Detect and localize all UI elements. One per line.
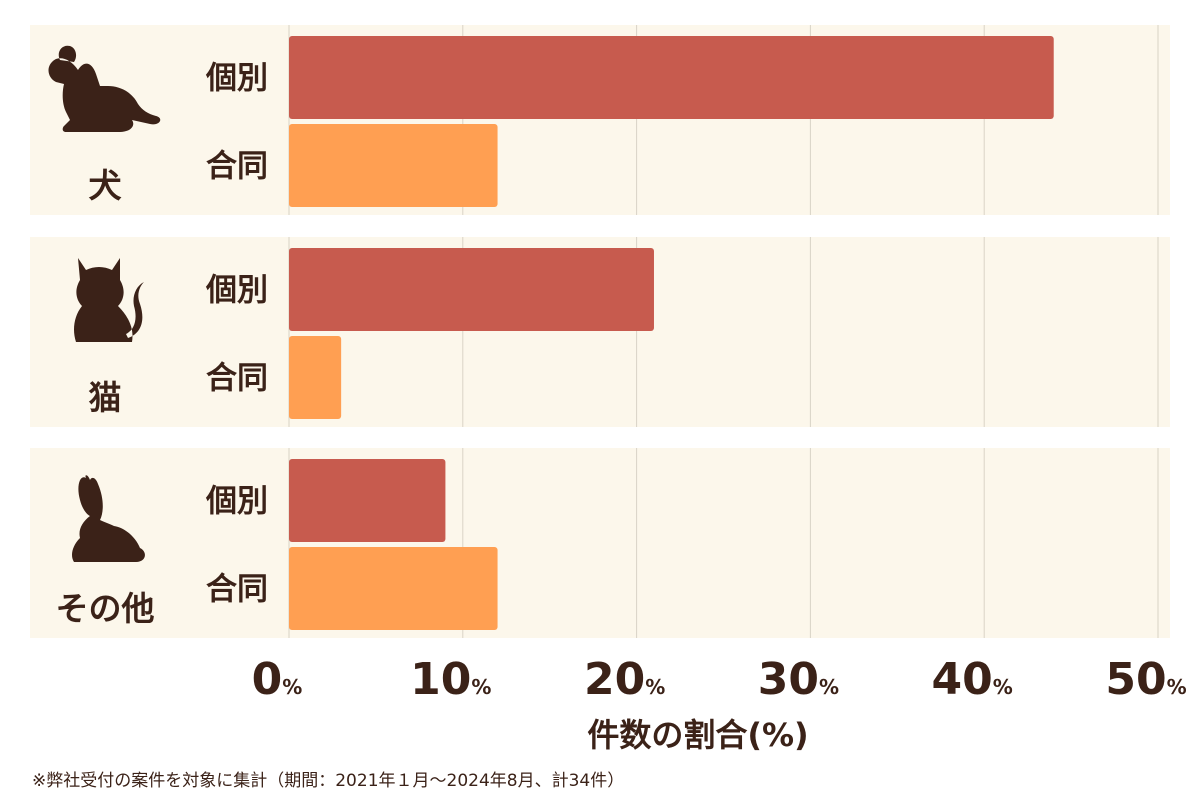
series-label: 合同 bbox=[206, 572, 268, 608]
bar-joint bbox=[289, 547, 498, 630]
x-tick-label: 10% bbox=[410, 654, 491, 705]
bar-individual bbox=[289, 36, 1054, 119]
series-label: 個別 bbox=[205, 61, 268, 97]
footnote: ※弊社受付の案件を対象に集計（期間：2021年１月〜2024年8月、計34件） bbox=[32, 771, 625, 791]
series-label: 個別 bbox=[205, 484, 268, 520]
x-axis-title: 件数の割合(%) bbox=[587, 716, 808, 754]
x-tick-label: 30% bbox=[758, 654, 839, 705]
group-panel bbox=[30, 448, 1170, 638]
x-tick-label: 0% bbox=[252, 654, 303, 705]
bar-individual bbox=[289, 248, 654, 331]
x-tick-label: 20% bbox=[584, 654, 665, 705]
x-tick-label: 40% bbox=[932, 654, 1013, 705]
series-label: 個別 bbox=[205, 273, 268, 309]
dog-icon bbox=[48, 45, 161, 132]
bar-individual bbox=[289, 459, 446, 542]
series-label: 合同 bbox=[206, 149, 268, 185]
group-label: 猫 bbox=[89, 378, 122, 417]
series-label: 合同 bbox=[206, 361, 268, 397]
cat-icon bbox=[74, 258, 144, 342]
bar-joint bbox=[289, 336, 342, 419]
bar-joint bbox=[289, 124, 498, 207]
rabbit-icon bbox=[72, 475, 145, 562]
group-2 bbox=[30, 448, 1170, 638]
x-tick-label: 50% bbox=[1105, 654, 1186, 705]
group-label: その他 bbox=[56, 589, 155, 628]
group-label: 犬 bbox=[89, 166, 122, 205]
